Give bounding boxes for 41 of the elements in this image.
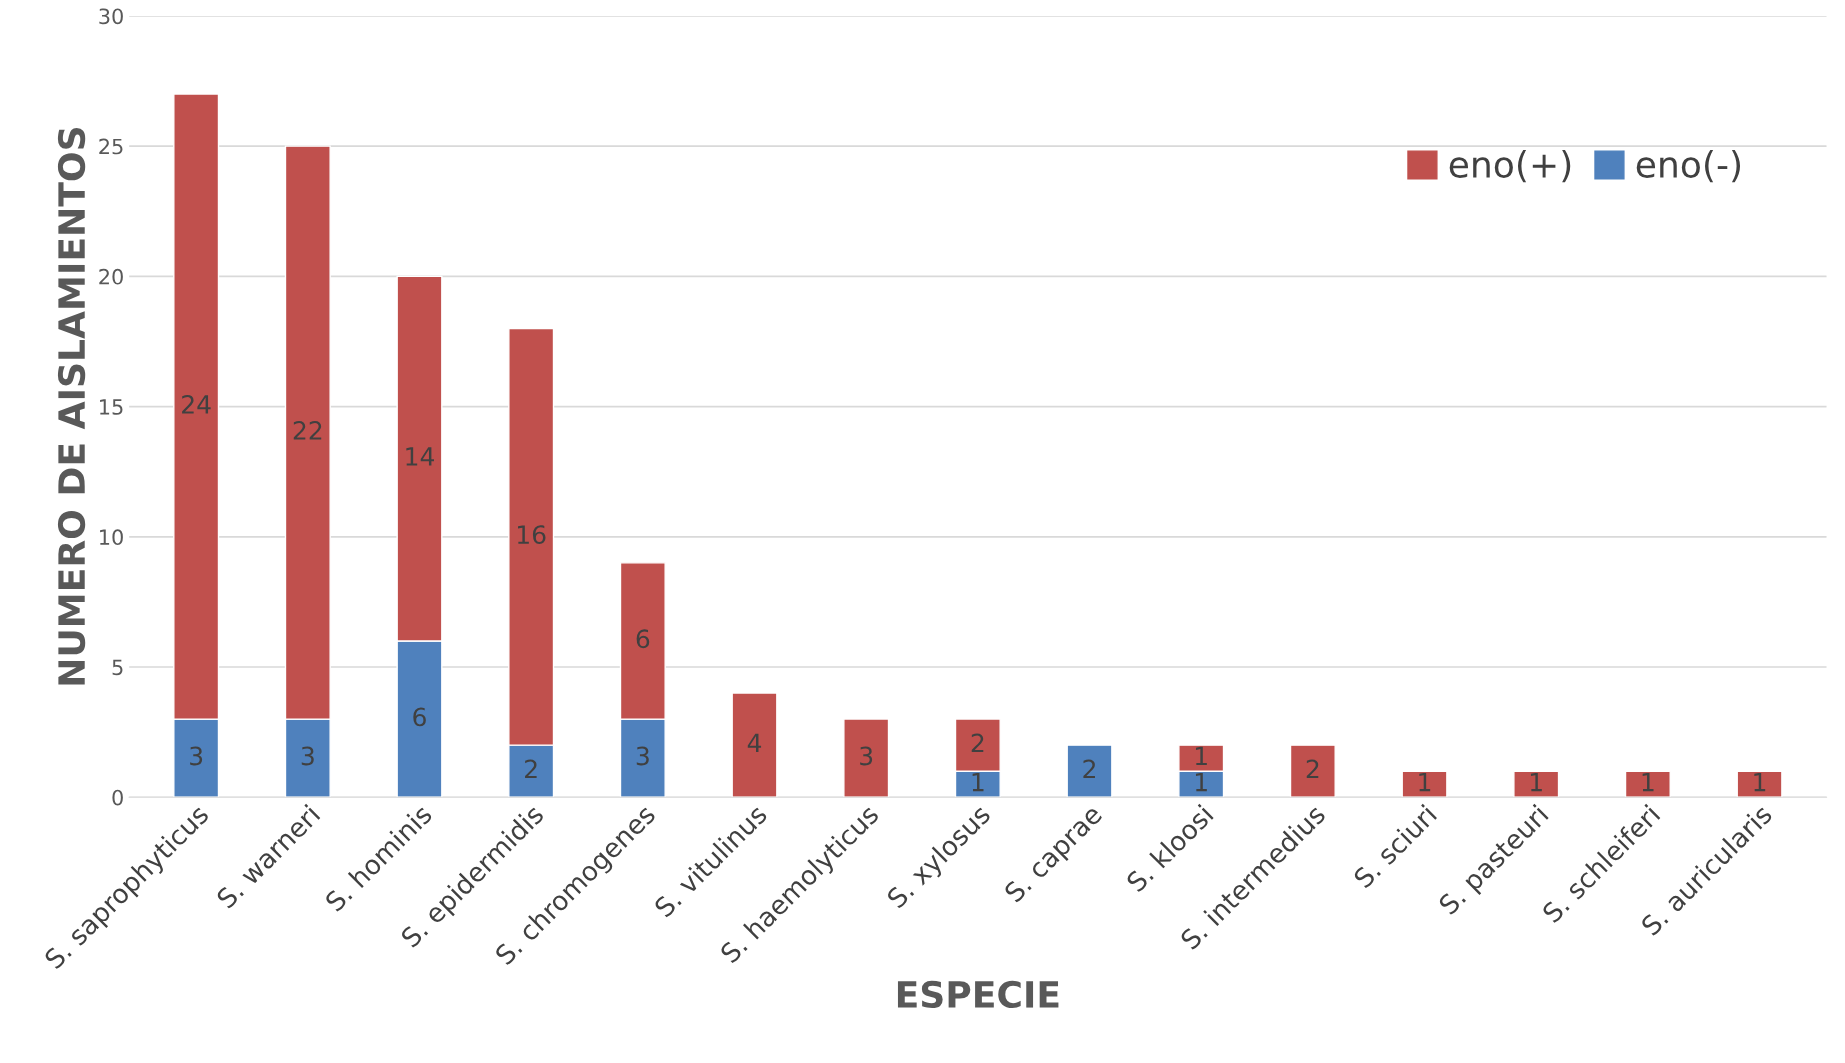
bar	[843, 718, 890, 798]
legend-label: eno(-)	[1636, 150, 1741, 183]
bar	[1736, 770, 1783, 798]
data-label: 2	[971, 733, 984, 753]
bar	[1401, 770, 1448, 798]
y-tick-label: 25	[99, 138, 123, 155]
data-label: 3	[190, 746, 203, 766]
data-label: 1	[1531, 772, 1542, 792]
data-label: 1	[1419, 772, 1431, 792]
y-tick-label: 5	[112, 659, 123, 676]
y-tick-label: 20	[99, 268, 123, 285]
y-tick-label: 0	[112, 789, 123, 806]
data-label: 1	[1195, 772, 1207, 792]
data-label: 2	[525, 759, 537, 779]
bar	[1066, 744, 1113, 798]
data-label: 6	[413, 707, 426, 727]
data-label: 1	[1195, 746, 1207, 766]
y-tick-label: 15	[100, 399, 123, 415]
bar	[1289, 744, 1336, 798]
data-label: 1	[1754, 772, 1766, 792]
data-label: 2	[1306, 759, 1319, 779]
y-tick-label: 30	[99, 8, 123, 25]
data-label: 3	[636, 746, 649, 766]
data-label: 24	[182, 394, 211, 414]
y-axis-title: NUMERO DE AISLAMIENTOS	[57, 128, 86, 685]
data-label: 1	[1642, 772, 1654, 792]
data-label: 22	[293, 420, 322, 440]
data-label: 4	[747, 733, 762, 753]
x-axis-title: ESPECIE	[897, 980, 1059, 1009]
bar	[1513, 770, 1560, 798]
data-label: 2	[1083, 759, 1095, 779]
bar	[1624, 770, 1671, 798]
data-label: 6	[636, 629, 650, 649]
bar	[731, 692, 778, 798]
data-label: 16	[518, 525, 546, 545]
legend-label: eno(+)	[1449, 150, 1571, 183]
data-label: 14	[406, 447, 434, 466]
data-label: 3	[860, 746, 873, 766]
y-tick-label: 10	[100, 529, 123, 546]
data-label: 3	[301, 746, 314, 766]
data-label: 1	[972, 772, 984, 792]
